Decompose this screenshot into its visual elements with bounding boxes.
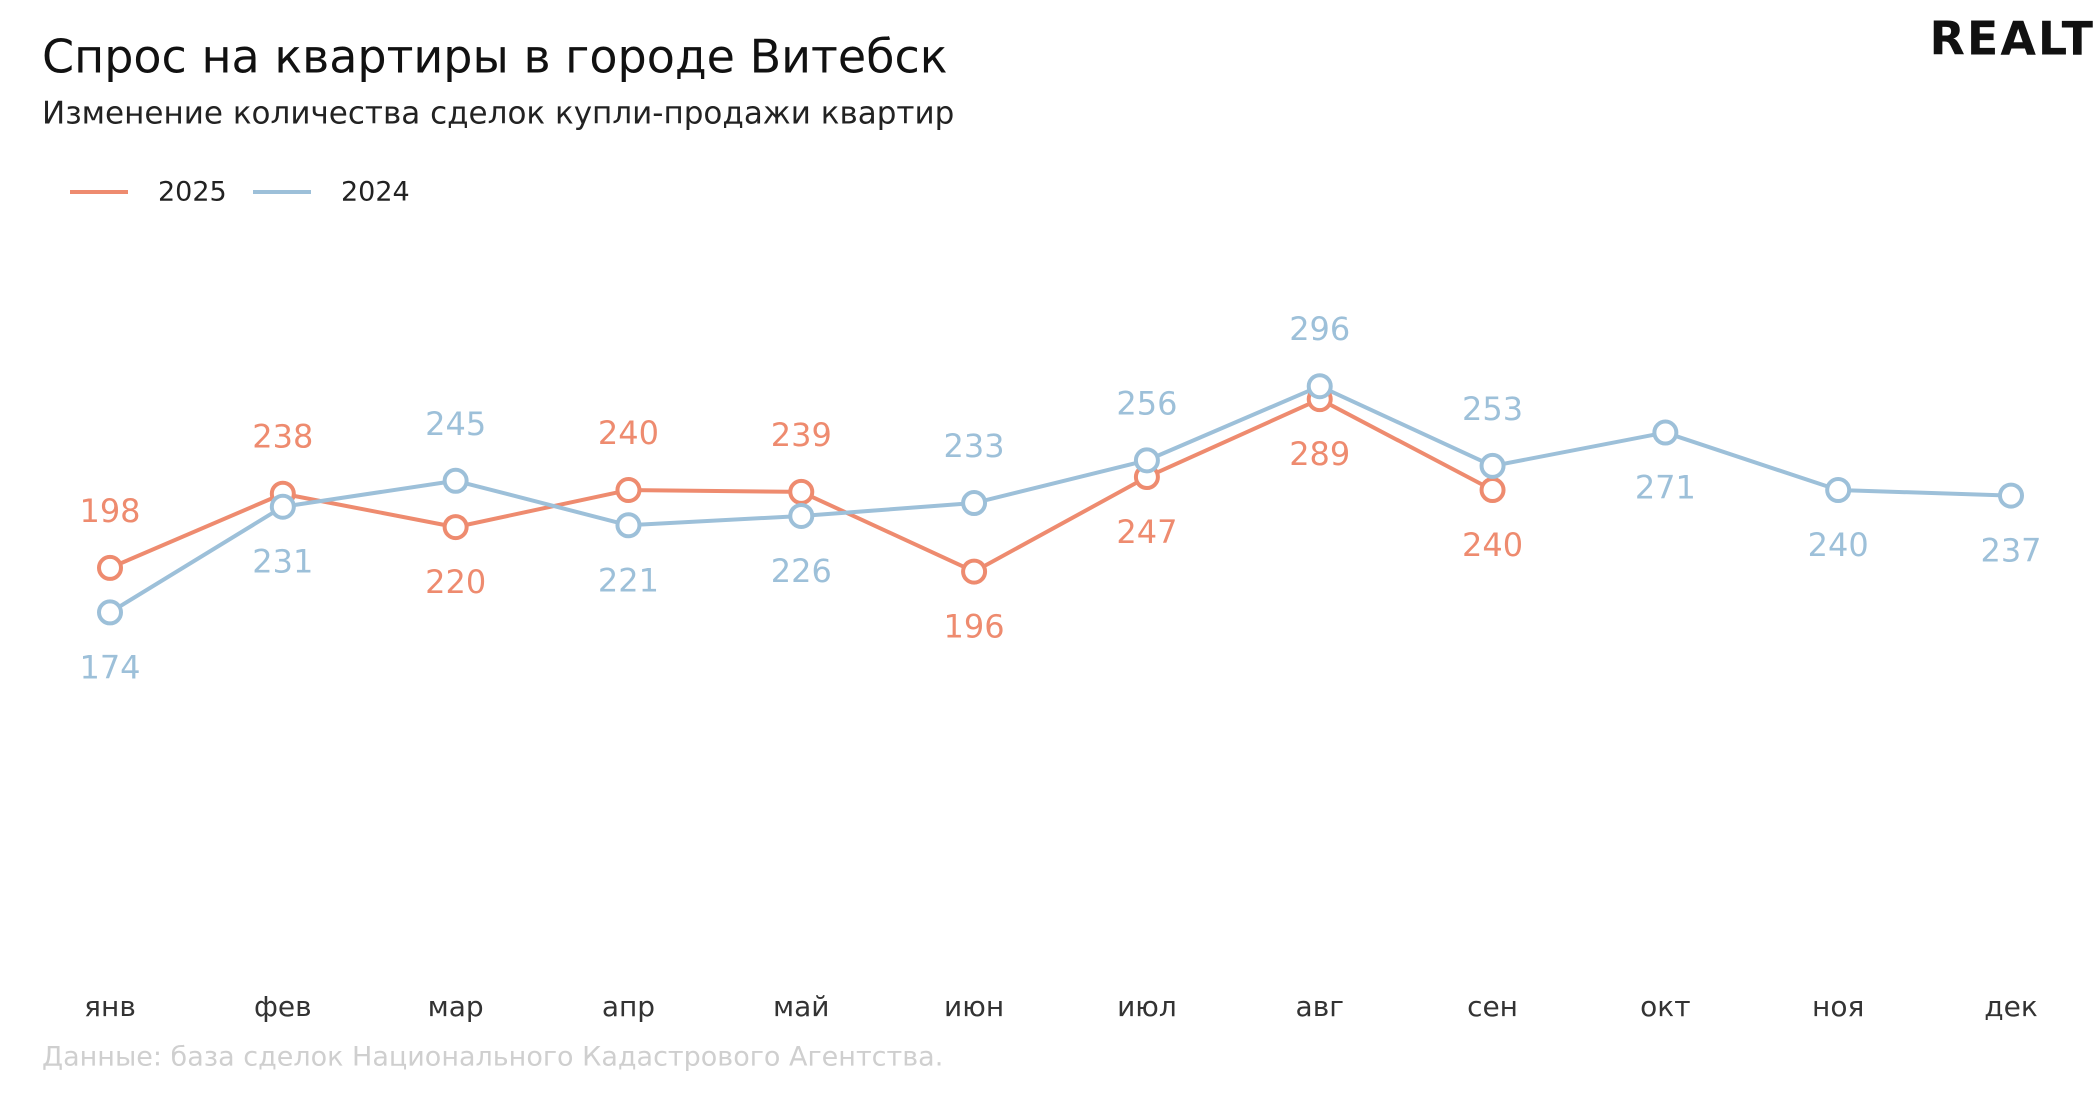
- x-tick-label: май: [773, 990, 829, 1023]
- data-point: [1998, 482, 2024, 509]
- data-point: [1825, 477, 1852, 504]
- data-point: [1479, 452, 1506, 479]
- series-line: [108, 384, 2012, 615]
- data-label: 226: [771, 552, 832, 590]
- data-label: 240: [1462, 526, 1523, 564]
- x-tick-label: окт: [1640, 990, 1690, 1023]
- data-label: 296: [1289, 310, 1350, 348]
- data-label: 256: [1116, 384, 1177, 422]
- source-note: Данные: база сделок Национального Кадаст…: [42, 1042, 943, 1073]
- data-label: 220: [425, 563, 486, 601]
- data-point: [615, 477, 642, 504]
- logo: REALT: [1929, 12, 2095, 66]
- data-label: 271: [1635, 469, 1696, 507]
- data-point: [1306, 373, 1333, 400]
- data-point: [788, 478, 815, 505]
- data-point: [97, 554, 123, 581]
- x-tick-label: дек: [1984, 990, 2038, 1023]
- data-label: 198: [79, 492, 140, 530]
- data-point: [788, 502, 815, 529]
- x-tick-label: сен: [1467, 990, 1518, 1023]
- x-tick-label: июн: [944, 990, 1004, 1023]
- data-label: 196: [944, 608, 1005, 646]
- data-point: [615, 512, 642, 539]
- data-label: 239: [771, 416, 832, 454]
- data-point: [97, 599, 123, 626]
- data-point: [961, 490, 988, 517]
- data-label: 240: [598, 414, 659, 452]
- data-point: [442, 514, 469, 541]
- data-point: [1479, 477, 1506, 504]
- x-tick-label: апр: [602, 990, 655, 1023]
- x-tick-label: авг: [1296, 990, 1344, 1023]
- x-tick-label: фев: [254, 990, 312, 1023]
- data-label: 221: [598, 561, 659, 599]
- chart-subtitle: Изменение количества сделок купли-продаж…: [42, 96, 954, 132]
- data-label: 289: [1289, 435, 1350, 473]
- legend-label: 2024: [341, 177, 410, 208]
- data-point: [1133, 447, 1160, 474]
- data-label: 253: [1462, 390, 1523, 428]
- data-point: [961, 558, 988, 585]
- data-label: 231: [252, 543, 313, 581]
- data-label: 238: [252, 418, 313, 456]
- data-label: 174: [79, 648, 140, 686]
- data-label: 240: [1808, 526, 1869, 564]
- data-point: [442, 467, 469, 494]
- x-tick-label: ноя: [1812, 990, 1864, 1023]
- data-label: 245: [425, 405, 486, 443]
- x-tick-label: мар: [428, 990, 484, 1023]
- legend-label: 2025: [158, 177, 227, 208]
- x-tick-label: янв: [84, 990, 136, 1023]
- data-label: 233: [944, 427, 1005, 465]
- data-label: 247: [1116, 513, 1177, 551]
- x-tick-label: июл: [1117, 990, 1177, 1023]
- data-point: [1652, 419, 1679, 446]
- chart-title: Спрос на квартиры в городе Витебск: [42, 30, 948, 84]
- data-label: 237: [1980, 532, 2041, 570]
- data-point: [269, 493, 296, 520]
